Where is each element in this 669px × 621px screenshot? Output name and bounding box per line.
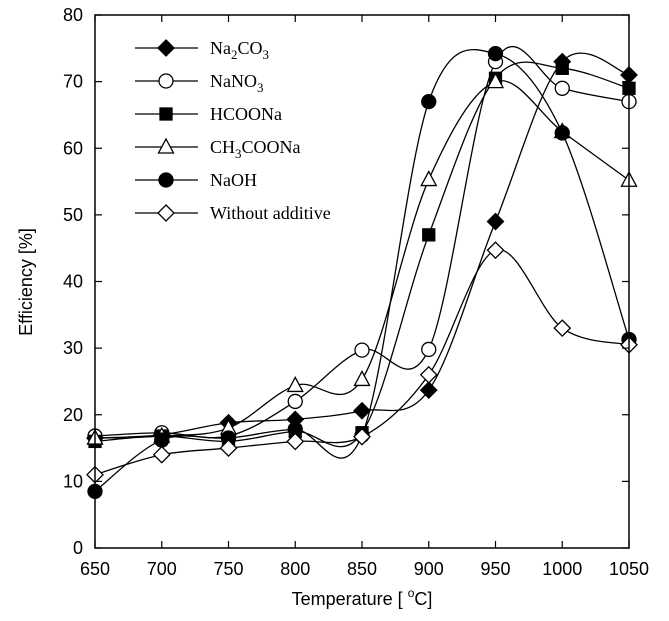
y-tick-label: 60 bbox=[63, 138, 83, 158]
x-tick-label: 750 bbox=[213, 559, 243, 579]
series-line bbox=[94, 79, 630, 439]
y-tick-label: 20 bbox=[63, 405, 83, 425]
legend-label: NaNO3 bbox=[210, 71, 264, 95]
data-point bbox=[354, 342, 370, 358]
x-tick-label: 1050 bbox=[609, 559, 649, 579]
y-tick-label: 50 bbox=[63, 205, 83, 225]
x-tick-label: 850 bbox=[347, 559, 377, 579]
legend: Na2CO3 NaNO3 HCOONa CH3COONa NaOH Without ad… bbox=[135, 38, 331, 223]
legend-label: NaOH bbox=[210, 170, 257, 190]
series-line bbox=[94, 52, 630, 439]
legend-marker bbox=[157, 39, 175, 57]
x-tick-label: 700 bbox=[147, 559, 177, 579]
x-axis-title-unit: C] bbox=[414, 589, 432, 609]
data-point bbox=[287, 393, 303, 410]
axis-ticks: 650 700 750 800 850 900 950 1000 1050 0 10 20 30 40 50… bbox=[63, 5, 649, 579]
y-axis-title: Efficiency [%] bbox=[16, 228, 36, 336]
x-axis-title: Temperature [ oC] bbox=[292, 586, 433, 609]
y-tick-label: 80 bbox=[63, 5, 83, 25]
legend-label: CH3COONa bbox=[210, 137, 301, 161]
x-tick-label: 1000 bbox=[542, 559, 582, 579]
legend-marker bbox=[157, 204, 175, 222]
data-point bbox=[553, 319, 572, 338]
legend-label: Without additive bbox=[210, 203, 331, 223]
data-point bbox=[486, 212, 505, 231]
x-tick-label: 950 bbox=[480, 559, 510, 579]
y-tick-label: 70 bbox=[63, 72, 83, 92]
x-tick-label: 800 bbox=[280, 559, 310, 579]
x-axis-title-main: Temperature [ bbox=[292, 589, 403, 609]
plot-frame bbox=[94, 14, 630, 549]
legend-marker bbox=[158, 73, 174, 89]
series-line bbox=[94, 49, 630, 492]
y-tick-label: 40 bbox=[63, 272, 83, 292]
legend-label: HCOONa bbox=[210, 104, 282, 124]
data-point bbox=[353, 427, 371, 446]
series-markers bbox=[86, 45, 638, 500]
data-point bbox=[421, 341, 437, 358]
series-line bbox=[94, 249, 630, 476]
data-point bbox=[286, 376, 304, 393]
data-point bbox=[555, 61, 569, 75]
legend-marker bbox=[158, 172, 174, 188]
y-tick-label: 0 bbox=[73, 538, 83, 558]
y-tick-label: 10 bbox=[63, 471, 83, 491]
x-axis-title-degree: o bbox=[408, 586, 415, 600]
data-point bbox=[554, 125, 570, 141]
series-line bbox=[94, 61, 630, 448]
legend-marker bbox=[159, 107, 173, 121]
data-point bbox=[487, 45, 504, 62]
data-point bbox=[353, 401, 371, 420]
data-point bbox=[419, 365, 438, 384]
series-lines bbox=[94, 45, 630, 492]
data-point bbox=[154, 432, 170, 448]
data-point bbox=[420, 170, 438, 187]
data-point bbox=[419, 381, 438, 400]
legend-label: Na2CO3 bbox=[210, 38, 269, 62]
data-point bbox=[219, 439, 238, 457]
data-point bbox=[554, 80, 570, 96]
data-point bbox=[486, 72, 505, 89]
y-tick-label: 30 bbox=[63, 338, 83, 358]
x-tick-label: 650 bbox=[80, 559, 110, 579]
data-point bbox=[422, 228, 436, 242]
x-tick-label: 900 bbox=[414, 559, 444, 579]
data-point bbox=[486, 241, 505, 260]
data-point bbox=[353, 370, 371, 387]
data-point bbox=[286, 432, 305, 451]
data-point bbox=[421, 93, 437, 110]
data-point bbox=[152, 445, 171, 464]
legend-marker bbox=[157, 137, 175, 154]
